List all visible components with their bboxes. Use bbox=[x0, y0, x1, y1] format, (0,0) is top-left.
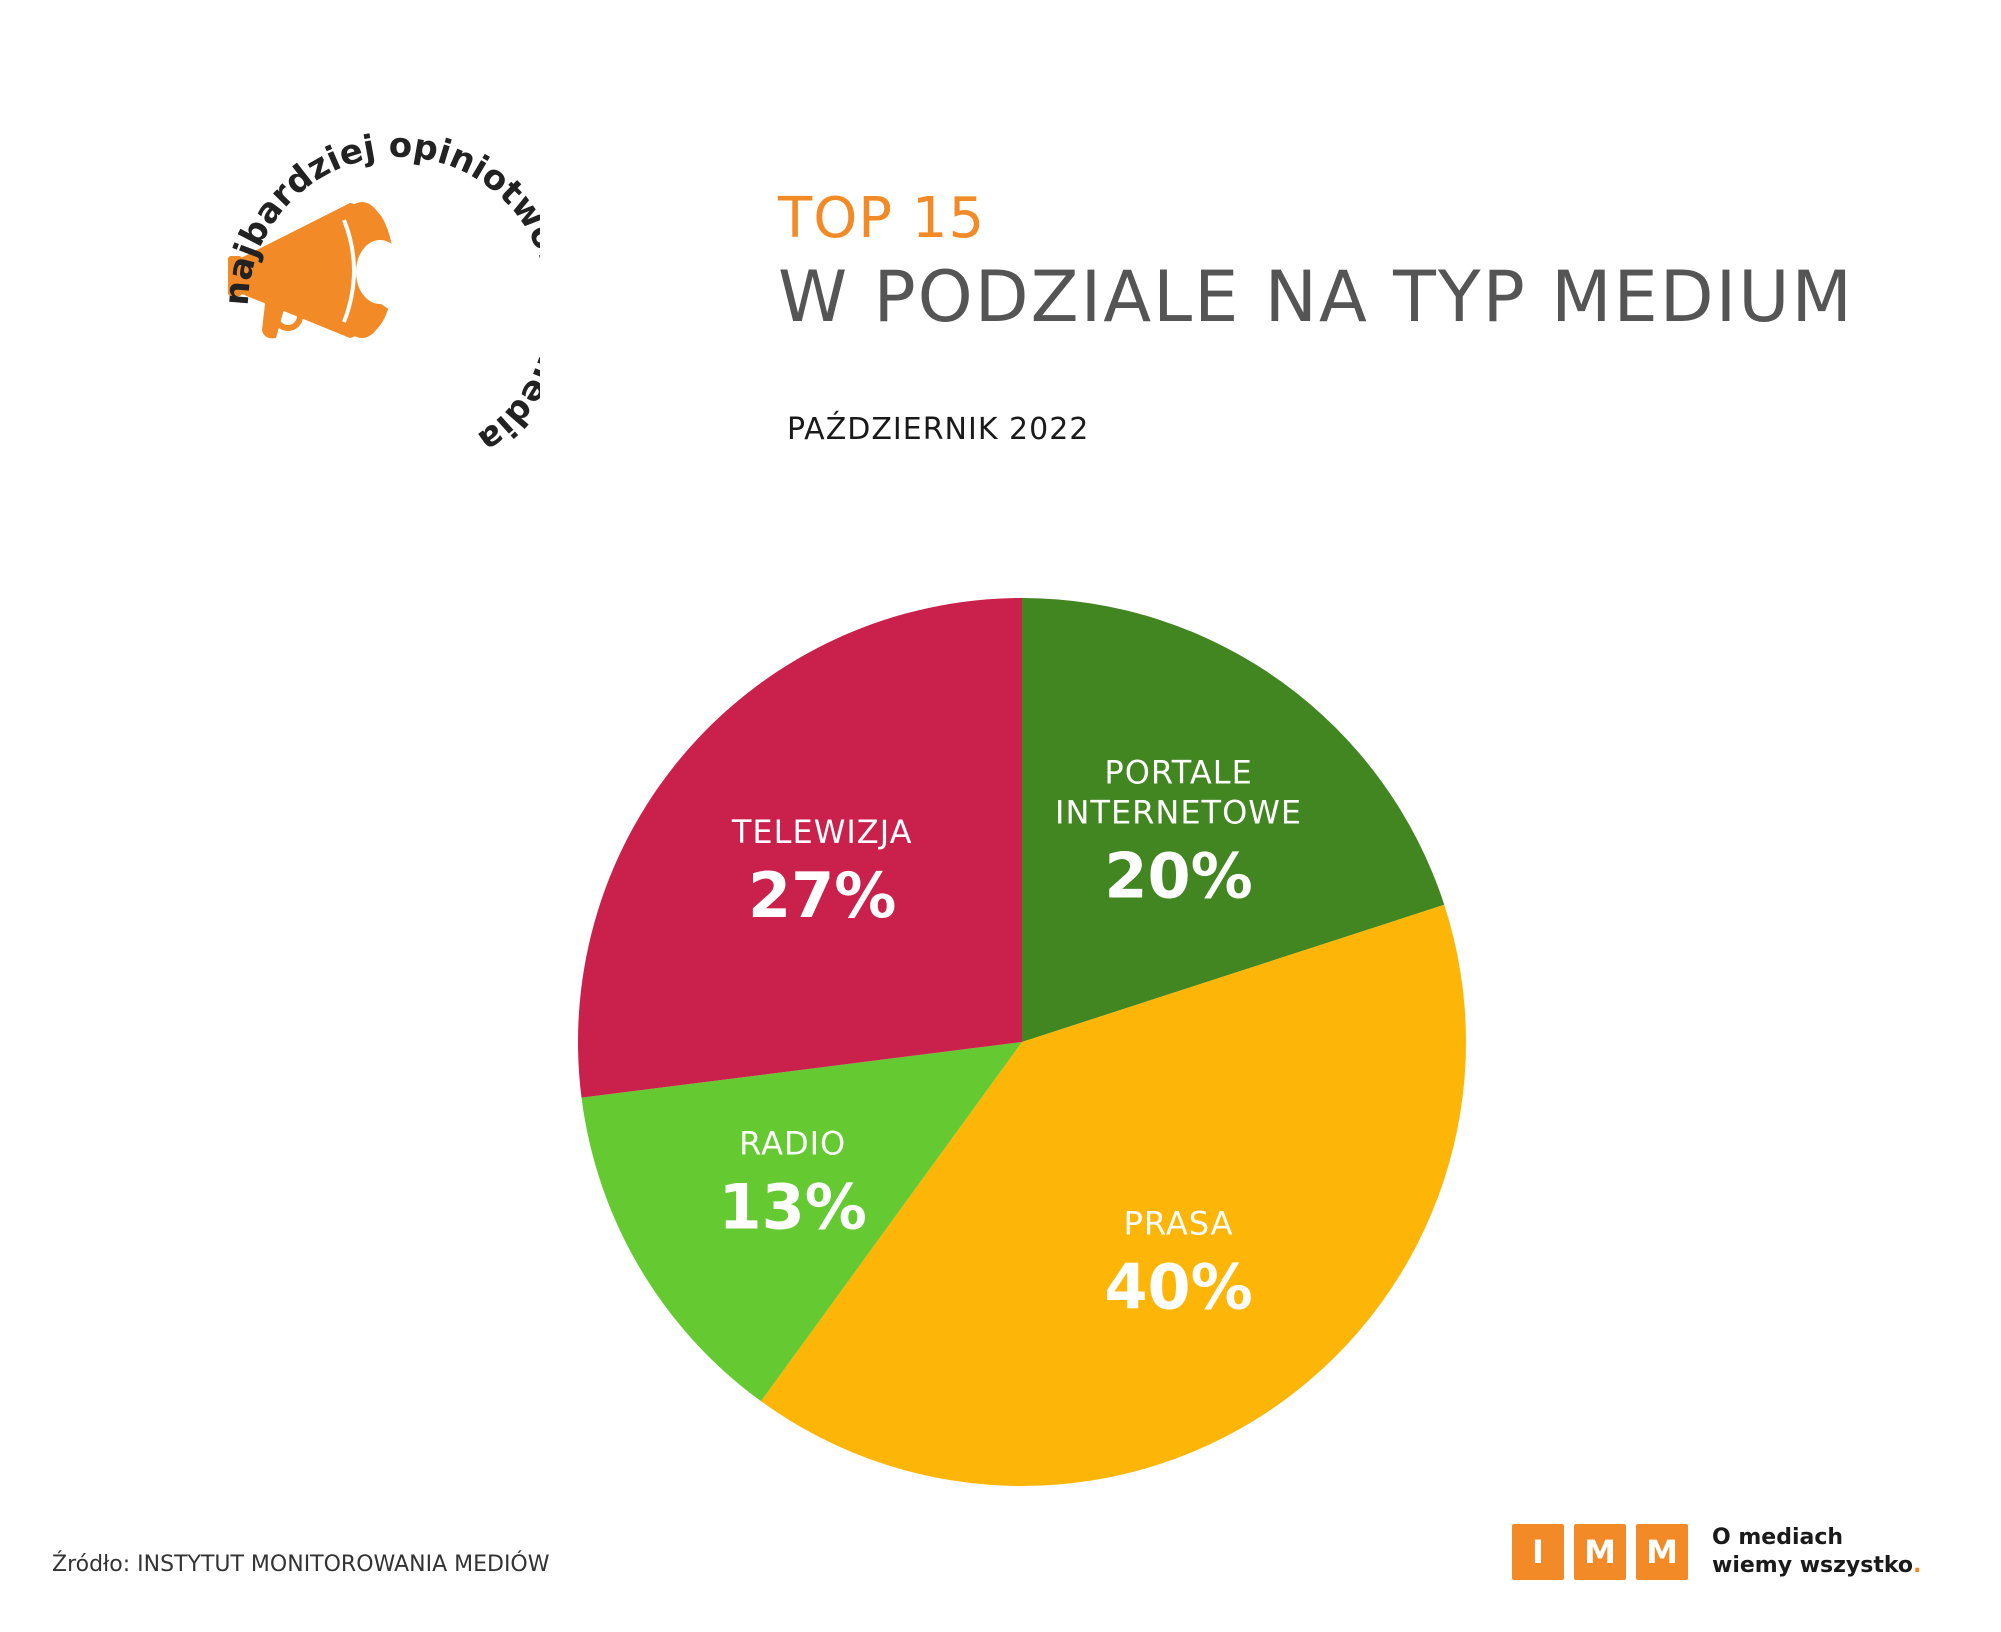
slice-label-2-line-0: RADIO bbox=[739, 1125, 846, 1163]
slice-label-3-line-0: TELEWIZJA bbox=[731, 813, 913, 851]
megaphone-icon bbox=[228, 202, 404, 339]
slice-label-0-line-0: PORTALE bbox=[1104, 753, 1252, 791]
imm-letter-i: I bbox=[1512, 1524, 1564, 1580]
slice-label-1-line-0: PRASA bbox=[1124, 1205, 1234, 1243]
pie-slice-3 bbox=[578, 598, 1022, 1098]
slogan-line-1: O mediach bbox=[1712, 1525, 1844, 1550]
megaphone-logo-graphic: najbardziej opiniotwórcze media bbox=[217, 126, 580, 461]
slice-value-2: 13% bbox=[718, 1171, 866, 1244]
slice-label-0-line-1: INTERNETOWE bbox=[1055, 793, 1302, 831]
pie-slice-1 bbox=[761, 904, 1466, 1486]
title-top: TOP 15 bbox=[778, 186, 986, 251]
slogan-dot: . bbox=[1913, 1553, 1922, 1578]
page-title: W PODZIALE NA TYP MEDIUM bbox=[778, 256, 1854, 338]
brand-logo: najbardziej opiniotwórcze media bbox=[140, 120, 580, 461]
slice-value-0: 20% bbox=[1104, 839, 1252, 912]
source-note: Źródło: INSTYTUT MONITOROWANIA MEDIÓW bbox=[52, 1552, 550, 1577]
slogan-line-2: wiemy wszystko. bbox=[1712, 1552, 1921, 1580]
imm-letter-m1: M bbox=[1574, 1524, 1626, 1580]
slice-value-3: 27% bbox=[748, 859, 896, 932]
pie-slice-2 bbox=[581, 1042, 1022, 1402]
slice-value-1: 40% bbox=[1104, 1251, 1252, 1324]
imm-letter-m2: M bbox=[1636, 1524, 1688, 1580]
slogan-line-2-text: wiemy wszystko bbox=[1712, 1553, 1914, 1578]
period-label: PAŹDZIERNIK 2022 bbox=[787, 412, 1090, 447]
imm-brand: I M M O mediach wiemy wszystko. bbox=[1512, 1524, 1921, 1580]
imm-slogan: O mediach wiemy wszystko. bbox=[1712, 1524, 1921, 1580]
pie-slice-0 bbox=[1022, 598, 1445, 1042]
